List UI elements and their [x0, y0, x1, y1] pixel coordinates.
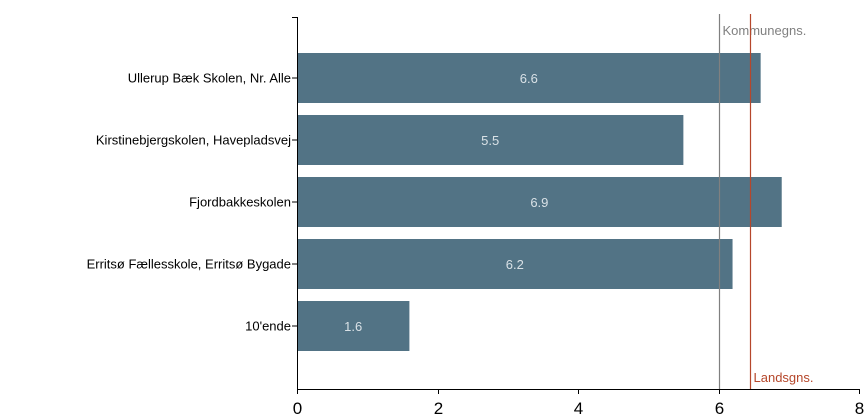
bar-value-label: 1.6 [344, 319, 362, 334]
category-label: Erritsø Fællesskole, Erritsø Bygade [87, 257, 291, 272]
category-label: Fjordbakkeskolen [189, 195, 291, 210]
reference-line-label: Landsgns. [754, 370, 814, 385]
bar [298, 53, 761, 103]
category-label: Ullerup Bæk Skolen, Nr. Alle [128, 71, 291, 86]
bar-value-label: 5.5 [481, 133, 499, 148]
x-tick-label: 0 [293, 399, 302, 418]
bar [298, 115, 684, 165]
x-tick-label: 4 [574, 399, 583, 418]
bar-value-label: 6.6 [520, 71, 538, 86]
bar [298, 177, 782, 227]
bar [298, 301, 410, 351]
x-tick-label: 6 [715, 399, 724, 418]
bar-value-label: 6.9 [530, 195, 548, 210]
reference-line-label: Kommunegns. [723, 23, 807, 38]
x-tick-label: 8 [855, 399, 864, 418]
bar [298, 239, 733, 289]
bar-value-label: 6.2 [506, 257, 524, 272]
x-tick-label: 2 [434, 399, 443, 418]
category-label: 10'ende [245, 319, 291, 334]
category-label: Kirstinebjergskolen, Havepladsvej [96, 133, 291, 148]
